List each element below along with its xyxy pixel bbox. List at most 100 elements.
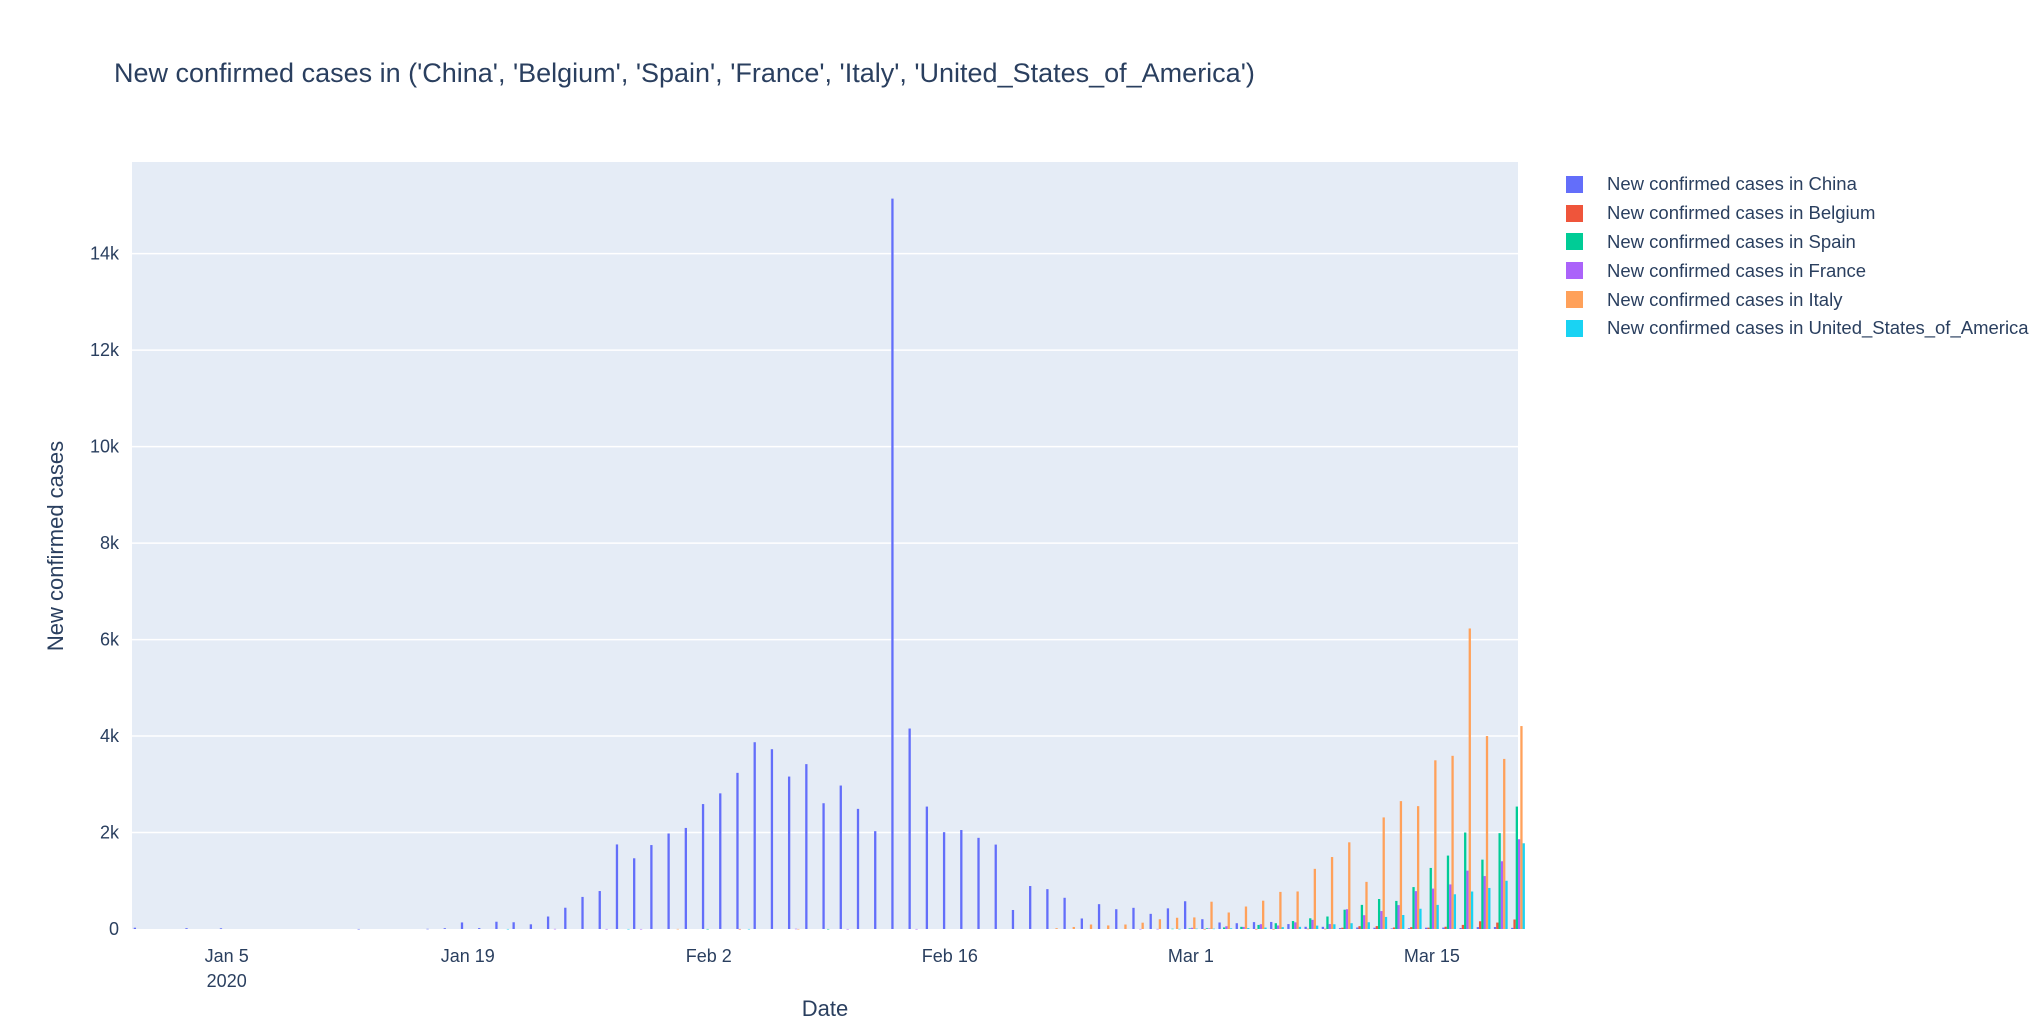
bar[interactable] bbox=[736, 772, 739, 929]
bar[interactable] bbox=[805, 764, 808, 929]
bar[interactable] bbox=[1515, 806, 1518, 929]
bar[interactable] bbox=[827, 928, 830, 930]
bar[interactable] bbox=[1309, 918, 1312, 929]
bar[interactable] bbox=[676, 928, 679, 930]
bar[interactable] bbox=[747, 928, 751, 930]
bar[interactable] bbox=[856, 808, 860, 929]
bar[interactable] bbox=[598, 891, 601, 929]
bar[interactable] bbox=[1193, 917, 1196, 929]
bar[interactable] bbox=[1343, 909, 1346, 929]
bar[interactable] bbox=[1392, 927, 1396, 930]
bar[interactable] bbox=[1522, 843, 1525, 929]
bar[interactable] bbox=[529, 924, 533, 929]
bar[interactable] bbox=[1242, 926, 1245, 929]
bar[interactable] bbox=[1390, 928, 1393, 929]
bar[interactable] bbox=[1348, 842, 1351, 929]
bar[interactable] bbox=[1306, 928, 1310, 930]
bar[interactable] bbox=[627, 928, 630, 930]
legend-item[interactable]: New confirmed cases in Italy bbox=[1558, 285, 2029, 314]
bar[interactable] bbox=[1481, 859, 1484, 929]
bar[interactable] bbox=[1478, 921, 1482, 929]
bar[interactable] bbox=[1210, 901, 1213, 929]
bar[interactable] bbox=[1476, 927, 1479, 929]
bar[interactable] bbox=[1442, 927, 1445, 929]
bar[interactable] bbox=[1124, 924, 1127, 929]
bar[interactable] bbox=[1072, 926, 1075, 929]
bar[interactable] bbox=[1141, 922, 1144, 929]
bar[interactable] bbox=[977, 837, 980, 929]
bar[interactable] bbox=[1429, 867, 1432, 929]
bar[interactable] bbox=[960, 830, 963, 929]
bar[interactable] bbox=[1350, 923, 1353, 929]
bar[interactable] bbox=[1183, 901, 1187, 929]
bar[interactable] bbox=[1247, 928, 1250, 929]
bar[interactable] bbox=[1436, 904, 1439, 929]
bar[interactable] bbox=[1156, 928, 1159, 930]
bar[interactable] bbox=[1029, 886, 1032, 929]
bar[interactable] bbox=[1287, 924, 1290, 929]
bar[interactable] bbox=[1377, 899, 1381, 929]
bar[interactable] bbox=[512, 922, 515, 929]
bar[interactable] bbox=[1513, 919, 1516, 930]
bar[interactable] bbox=[738, 928, 741, 930]
bar[interactable] bbox=[1365, 881, 1368, 929]
legend-item[interactable]: New confirmed cases in France bbox=[1558, 256, 2029, 285]
bar[interactable] bbox=[1274, 923, 1277, 929]
bar[interactable] bbox=[1511, 927, 1514, 929]
bar[interactable] bbox=[1195, 928, 1198, 930]
legend-item[interactable]: New confirmed cases in China bbox=[1558, 170, 2029, 199]
bar[interactable] bbox=[1444, 926, 1447, 929]
bar[interactable] bbox=[546, 916, 550, 929]
bar[interactable] bbox=[1321, 926, 1325, 929]
bar[interactable] bbox=[1416, 806, 1420, 929]
bar[interactable] bbox=[1259, 924, 1263, 929]
bar[interactable] bbox=[846, 928, 849, 930]
bar[interactable] bbox=[1264, 927, 1267, 929]
bar[interactable] bbox=[1326, 916, 1329, 929]
bar[interactable] bbox=[753, 742, 756, 929]
bar[interactable] bbox=[1046, 889, 1049, 929]
bar[interactable] bbox=[133, 927, 137, 929]
bar[interactable] bbox=[1235, 923, 1238, 929]
bar[interactable] bbox=[1311, 919, 1314, 929]
bar[interactable] bbox=[1380, 911, 1383, 929]
bar[interactable] bbox=[1493, 927, 1497, 929]
bar[interactable] bbox=[1178, 928, 1181, 930]
bar[interactable] bbox=[701, 804, 705, 929]
bar[interactable] bbox=[1313, 868, 1316, 929]
bar[interactable] bbox=[1175, 917, 1179, 929]
bar[interactable] bbox=[1298, 926, 1302, 929]
bar[interactable] bbox=[1190, 927, 1194, 929]
bar[interactable] bbox=[1279, 891, 1282, 929]
bar[interactable] bbox=[605, 928, 608, 930]
bar[interactable] bbox=[581, 896, 584, 929]
bar[interactable] bbox=[1341, 927, 1344, 929]
bar[interactable] bbox=[797, 928, 800, 930]
bar[interactable] bbox=[1333, 924, 1336, 929]
bar[interactable] bbox=[1304, 926, 1307, 929]
bar[interactable] bbox=[822, 803, 825, 929]
bar[interactable] bbox=[495, 921, 498, 929]
bar[interactable] bbox=[942, 832, 946, 929]
bar[interactable] bbox=[1459, 927, 1462, 929]
bar[interactable] bbox=[908, 728, 911, 929]
bar[interactable] bbox=[1461, 924, 1465, 929]
bar[interactable] bbox=[219, 928, 223, 929]
bar[interactable] bbox=[1203, 928, 1206, 930]
bar[interactable] bbox=[506, 928, 510, 930]
bar[interactable] bbox=[1498, 833, 1501, 929]
bar[interactable] bbox=[650, 845, 653, 929]
bar[interactable] bbox=[1338, 928, 1342, 929]
bar[interactable] bbox=[1483, 876, 1486, 929]
bar[interactable] bbox=[1149, 913, 1152, 929]
bar[interactable] bbox=[1080, 918, 1083, 929]
bar[interactable] bbox=[770, 749, 774, 929]
bar[interactable] bbox=[1431, 888, 1435, 929]
bar[interactable] bbox=[1212, 928, 1215, 930]
bar[interactable] bbox=[1382, 817, 1385, 929]
bar[interactable] bbox=[1063, 897, 1066, 929]
bar[interactable] bbox=[1384, 916, 1388, 929]
bar[interactable] bbox=[1410, 927, 1413, 929]
bar[interactable] bbox=[1402, 915, 1405, 929]
bar[interactable] bbox=[925, 806, 929, 929]
